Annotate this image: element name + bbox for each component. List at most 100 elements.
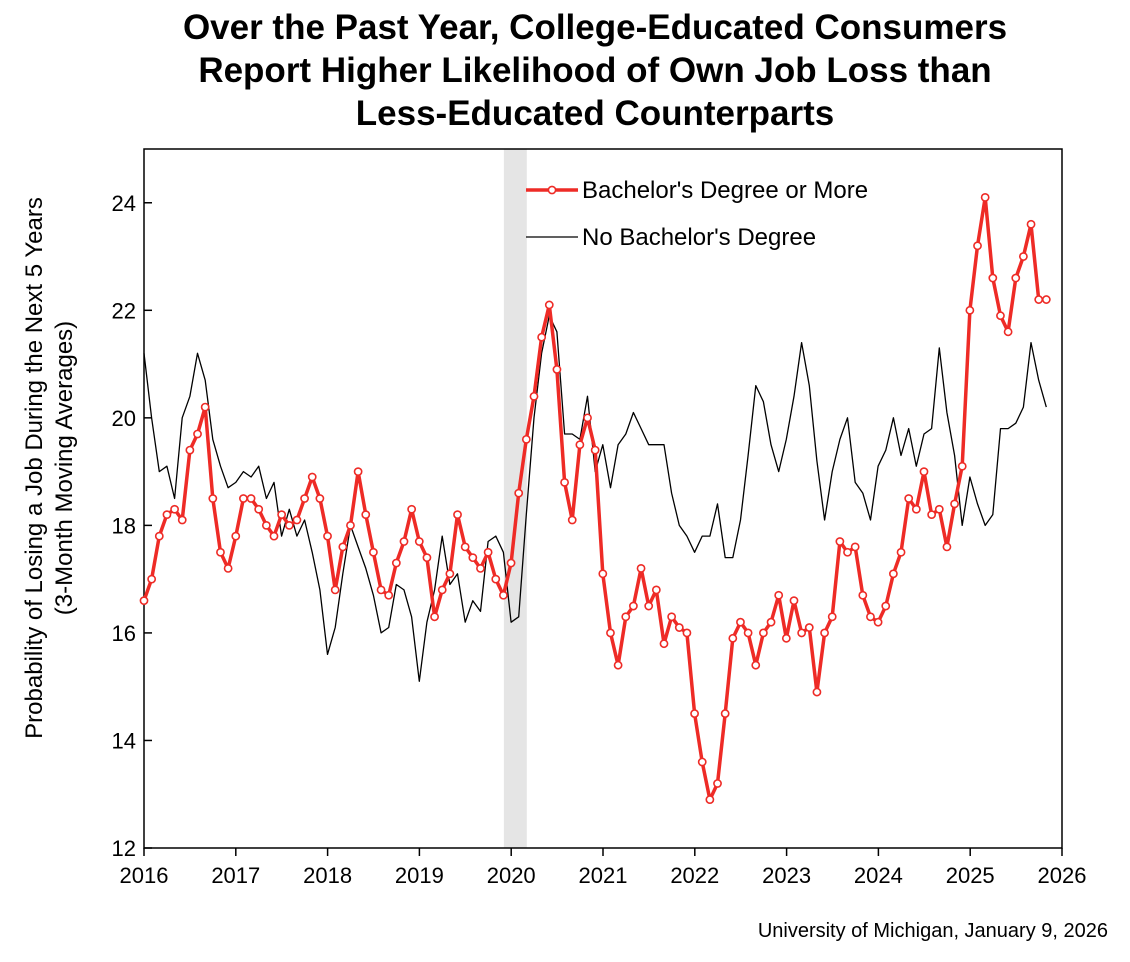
data-point: [521, 434, 531, 444]
data-point: [728, 633, 738, 643]
data-point: [154, 531, 164, 541]
data-point: [927, 510, 937, 520]
data-point: [491, 574, 501, 584]
data-point: [866, 612, 875, 622]
data-point: [147, 574, 157, 584]
data-point: [774, 590, 784, 600]
data-point: [743, 628, 753, 638]
data-point: [300, 494, 309, 503]
data-point: [361, 510, 371, 520]
data-point: [261, 520, 271, 530]
data-point: [575, 440, 585, 450]
x-tick-label: 2022: [670, 863, 719, 888]
x-tick-label: 2017: [211, 863, 260, 888]
data-point: [407, 504, 417, 514]
data-point: [346, 520, 355, 530]
x-tick-label: 2018: [303, 863, 352, 888]
data-point: [690, 709, 699, 718]
data-point: [720, 709, 730, 718]
data-point: [697, 757, 707, 767]
data-point: [858, 590, 868, 600]
data-point: [284, 520, 294, 530]
data-point: [376, 585, 386, 595]
data-point: [567, 515, 577, 525]
data-point: [759, 628, 768, 638]
y-tick-label: 18: [112, 513, 136, 538]
data-point: [483, 547, 493, 557]
data-point: [239, 494, 248, 503]
data-point: [453, 510, 462, 520]
data-point: [353, 467, 363, 477]
x-tick-label: 2020: [487, 863, 536, 888]
data-point: [957, 461, 967, 471]
data-point: [399, 537, 409, 546]
x-tick-label: 2024: [854, 863, 903, 888]
data-point: [560, 477, 569, 487]
data-point: [246, 494, 256, 503]
data-point: [843, 547, 852, 557]
data-point: [391, 558, 401, 568]
source-note: University of Michigan, January 9, 2026: [757, 920, 1108, 942]
data-point: [437, 585, 447, 595]
data-point: [873, 617, 883, 627]
data-point: [476, 564, 485, 573]
data-point: [468, 553, 478, 563]
data-point: [537, 332, 547, 342]
data-point: [789, 596, 799, 606]
data-point: [277, 510, 287, 520]
data-point: [812, 687, 822, 697]
title-line-3: Less-Educated Counterparts: [355, 94, 835, 133]
data-point: [980, 192, 990, 202]
data-point: [369, 547, 378, 557]
data-point: [514, 488, 524, 498]
title-line-2: Report Higher Likelihood of Own Job Loss…: [198, 51, 992, 90]
data-point: [835, 537, 845, 546]
data-point: [216, 547, 225, 557]
data-point: [651, 585, 661, 595]
data-point: [583, 413, 592, 423]
legend-label: No Bachelor's Degree: [582, 224, 816, 251]
data-point: [200, 402, 210, 412]
data-point: [590, 445, 600, 455]
legend-label: Bachelor's Degree or More: [582, 177, 868, 204]
data-point: [751, 660, 761, 670]
data-point: [996, 311, 1005, 321]
data-point: [682, 628, 692, 638]
data-point: [636, 564, 646, 573]
recession-shading: [503, 149, 527, 848]
data-point: [338, 542, 348, 552]
data-point: [934, 504, 944, 514]
data-point: [629, 601, 638, 611]
data-point: [820, 628, 829, 638]
data-point: [667, 612, 677, 622]
data-point: [1026, 219, 1036, 229]
data-point: [445, 569, 455, 579]
data-point: [499, 590, 508, 600]
data-point: [950, 499, 959, 509]
y-tick-label: 12: [112, 836, 136, 861]
y-tick-label: 14: [112, 728, 136, 753]
data-point: [881, 601, 891, 611]
data-point: [850, 542, 860, 552]
data-point: [904, 494, 914, 503]
x-tick-label: 2016: [120, 863, 169, 888]
data-point: [292, 515, 302, 525]
legend-marker: [547, 185, 557, 195]
data-point: [1011, 273, 1021, 283]
data-point: [1034, 295, 1044, 304]
plot-area-frame: [143, 148, 1063, 849]
data-point: [177, 515, 187, 525]
x-tick-label: 2026: [1038, 863, 1087, 888]
data-point: [430, 612, 439, 622]
data-point: [506, 558, 516, 568]
data-point: [736, 617, 745, 627]
data-point: [674, 623, 684, 632]
y-tick-label: 16: [112, 621, 136, 646]
chart-title: Over the Past Year, College-Educated Con…: [0, 6, 1130, 135]
data-point: [911, 504, 921, 514]
data-point: [598, 569, 608, 579]
y-tick-label: 20: [112, 406, 136, 431]
title-line-1: Over the Past Year, College-Educated Con…: [182, 8, 1008, 47]
data-point: [254, 504, 264, 514]
